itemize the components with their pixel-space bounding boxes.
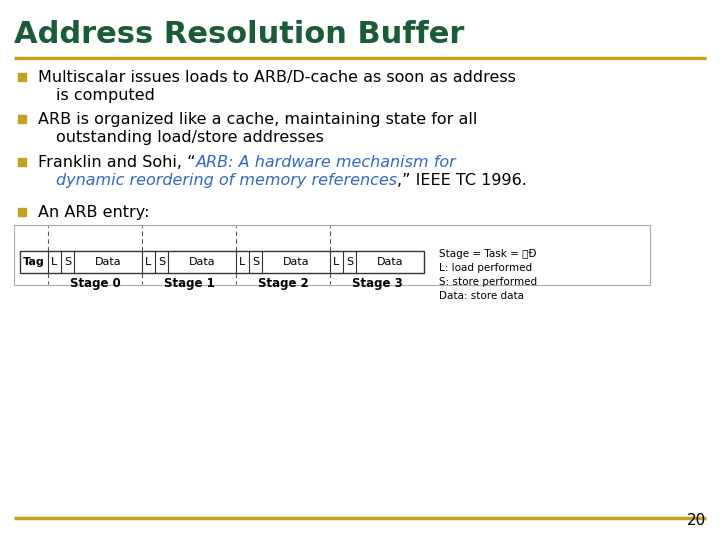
Text: 20: 20 <box>687 513 706 528</box>
Text: ARB is organized like a cache, maintaining state for all: ARB is organized like a cache, maintaini… <box>38 112 477 127</box>
Text: is computed: is computed <box>56 88 155 103</box>
Text: Stage 3: Stage 3 <box>351 277 402 290</box>
Text: Address Resolution Buffer: Address Resolution Buffer <box>14 20 464 49</box>
Text: Stage 0: Stage 0 <box>70 277 120 290</box>
Text: S: S <box>64 257 71 267</box>
Text: Stage = Task = 综Ð: Stage = Task = 综Ð <box>439 249 536 259</box>
Text: L: L <box>333 257 340 267</box>
Text: Multiscalar issues loads to ARB/D-cache as soon as address: Multiscalar issues loads to ARB/D-cache … <box>38 70 516 85</box>
Text: L: L <box>239 257 246 267</box>
Text: L: load performed: L: load performed <box>439 263 532 273</box>
Text: S: S <box>346 257 353 267</box>
Text: Data: Data <box>377 257 403 267</box>
Text: L: L <box>51 257 58 267</box>
Text: S: store performed: S: store performed <box>439 277 537 287</box>
Text: L: L <box>145 257 152 267</box>
Bar <box>14 225 650 285</box>
Text: Stage 1: Stage 1 <box>163 277 215 290</box>
Text: Data: Data <box>283 257 310 267</box>
Text: Tag: Tag <box>23 257 45 267</box>
Text: Data: store data: Data: store data <box>439 291 524 301</box>
Text: ARB: A hardware mechanism for: ARB: A hardware mechanism for <box>196 155 456 170</box>
Bar <box>20 251 424 273</box>
Text: ,” IEEE TC 1996.: ,” IEEE TC 1996. <box>397 173 527 188</box>
Text: Data: Data <box>95 257 121 267</box>
Text: S: S <box>158 257 165 267</box>
Text: Data: Data <box>189 257 215 267</box>
Text: Franklin and Sohi, “: Franklin and Sohi, “ <box>38 155 196 170</box>
Text: outstanding load/store addresses: outstanding load/store addresses <box>56 130 324 145</box>
Text: dynamic reordering of memory references: dynamic reordering of memory references <box>56 173 397 188</box>
Text: Stage 2: Stage 2 <box>258 277 308 290</box>
Text: S: S <box>252 257 259 267</box>
Text: An ARB entry:: An ARB entry: <box>38 205 150 220</box>
